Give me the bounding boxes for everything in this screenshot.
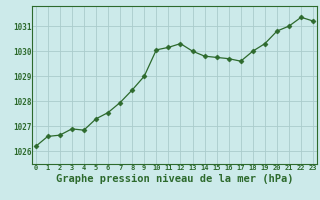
X-axis label: Graphe pression niveau de la mer (hPa): Graphe pression niveau de la mer (hPa) xyxy=(56,173,293,184)
